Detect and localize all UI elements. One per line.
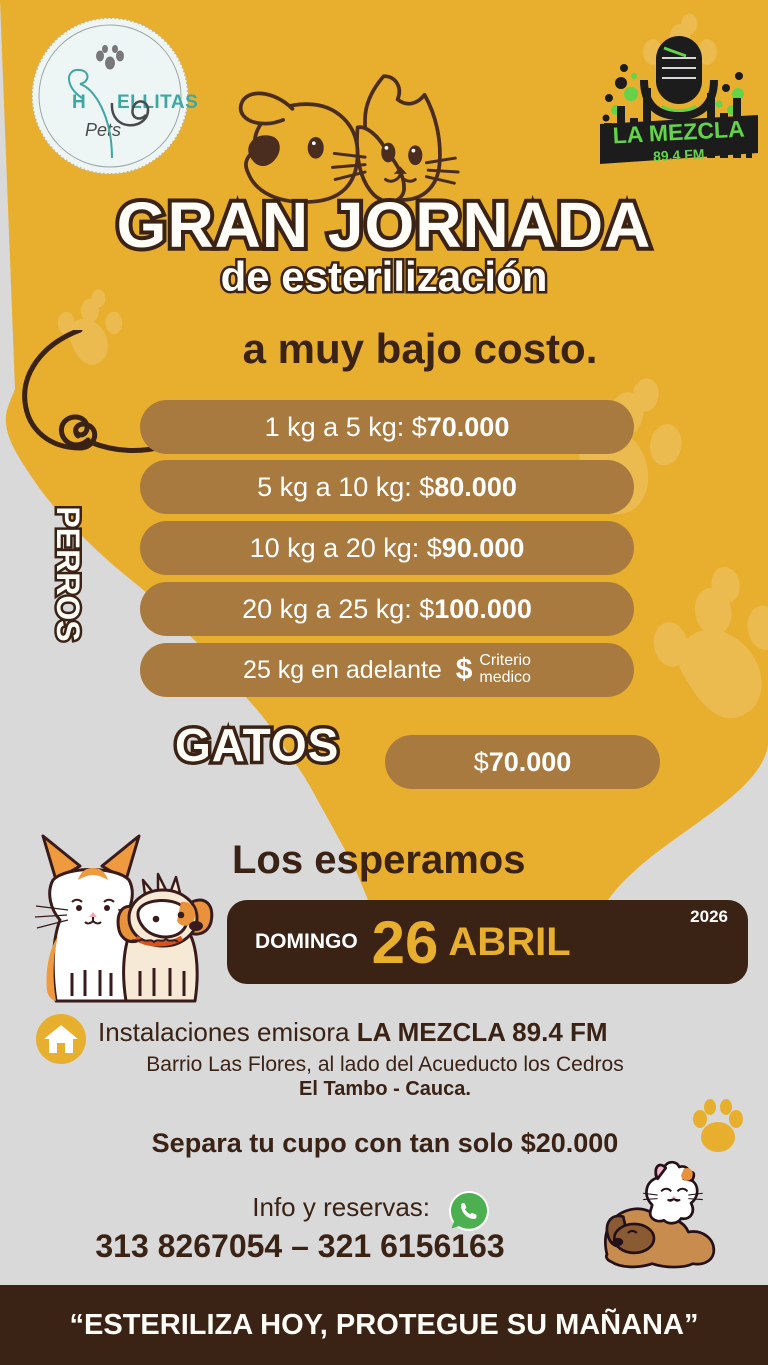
svg-text:Pets: Pets [85,120,121,140]
svg-text:ELLITAS: ELLITAS [117,92,198,113]
svg-text:89.4 FM: 89.4 FM [653,146,705,165]
